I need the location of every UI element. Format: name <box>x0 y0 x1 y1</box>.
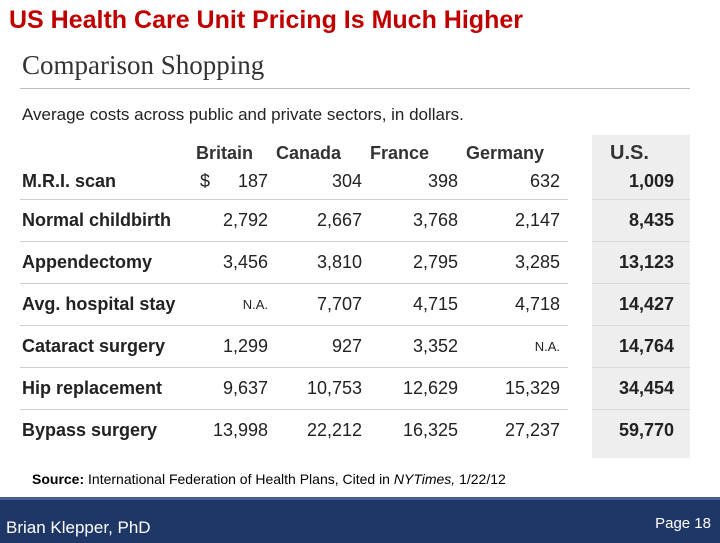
column-gap <box>568 284 592 326</box>
value-canada: 22,212 <box>306 420 362 440</box>
table-row: Hip replacement 9,637 10,753 12,629 15,3… <box>20 367 690 410</box>
value-germany: 2,147 <box>466 199 568 242</box>
table-row: Appendectomy 3,456 3,810 2,795 3,285 13,… <box>20 241 690 284</box>
column-gap <box>568 242 592 284</box>
value-britain: N.A. <box>196 283 276 326</box>
value-us: 14,427 <box>592 283 690 326</box>
column-gap <box>568 410 592 452</box>
value-britain: 3,456 <box>196 241 276 284</box>
value-britain: $187 <box>196 171 276 200</box>
value-us: 1,009 <box>592 171 690 200</box>
header-germany: Germany <box>466 142 545 163</box>
value-britain-number: 187 <box>237 171 268 191</box>
header-gap <box>568 135 592 171</box>
table-header-row: Britain Canada France Germany U.S. <box>20 135 690 171</box>
value-us: 59,770 <box>618 420 674 440</box>
value-britain: 13,998 <box>212 420 268 440</box>
column-gap <box>568 368 592 410</box>
value-germany: N.A. <box>466 325 568 368</box>
header-procedure <box>20 135 196 171</box>
value-canada: 10,753 <box>276 367 370 410</box>
value-france: 3,768 <box>370 199 466 242</box>
footer-author: Brian Klepper, PhD <box>6 518 151 537</box>
header-canada: Canada <box>276 142 342 163</box>
value-france: 398 <box>370 171 466 200</box>
table-row: M.R.I. scan $187 304 398 632 1,009 <box>20 171 690 200</box>
page-number: Page 18 <box>655 515 711 532</box>
value-germany: 15,329 <box>466 367 568 410</box>
procedure-name: Normal childbirth <box>20 199 196 242</box>
column-gap <box>568 171 592 200</box>
value-france: 12,629 <box>370 367 466 410</box>
value-britain: 1,299 <box>196 325 276 368</box>
procedure-name: Hip replacement <box>20 367 196 410</box>
table-row: Bypass surgery 13,998 22,212 16,325 27,2… <box>20 410 690 452</box>
value-germany: 4,718 <box>466 283 568 326</box>
value-canada: 7,707 <box>276 283 370 326</box>
value-britain: 2,792 <box>196 199 276 242</box>
value-us: 8,435 <box>592 199 690 242</box>
value-france: 4,715 <box>370 283 466 326</box>
value-germany: 632 <box>466 171 568 200</box>
figure-heading: Comparison Shopping <box>22 50 265 80</box>
footer-bar: Brian Klepper, PhD Page 18 <box>0 497 720 543</box>
table-row: Normal childbirth 2,792 2,667 3,768 2,14… <box>20 199 690 242</box>
value-canada: 927 <box>276 325 370 368</box>
slide-title: US Health Care Unit Pricing Is Much High… <box>9 6 523 34</box>
header-france: France <box>370 142 430 163</box>
source-text: International Federation of Health Plans… <box>84 471 394 487</box>
procedure-name: Bypass surgery <box>22 420 158 440</box>
cost-table: Britain Canada France Germany U.S. M.R.I… <box>20 135 690 451</box>
source-label: Source: <box>32 471 85 487</box>
column-gap <box>568 200 592 242</box>
value-canada: 3,810 <box>276 241 370 284</box>
value-us: 14,764 <box>592 325 690 368</box>
source-publication: NYTimes, <box>393 471 456 487</box>
header-britain: Britain <box>196 142 254 163</box>
header-us: U.S. <box>610 141 649 164</box>
column-gap <box>568 326 592 368</box>
table-row: Cataract surgery 1,299 927 3,352 N.A. 14… <box>20 325 690 368</box>
value-us: 34,454 <box>592 367 690 410</box>
value-france: 16,325 <box>402 420 458 440</box>
procedure-name: Avg. hospital stay <box>20 283 196 326</box>
figure-subheading: Average costs across public and private … <box>22 105 464 124</box>
value-us: 13,123 <box>592 241 690 284</box>
procedure-name: M.R.I. scan <box>20 171 196 200</box>
procedure-name: Appendectomy <box>20 241 196 284</box>
source-date: 1/22/12 <box>455 471 506 487</box>
value-germany: 27,237 <box>504 420 560 440</box>
comparison-figure: Comparison Shopping Average costs across… <box>20 48 690 458</box>
value-britain: 9,637 <box>196 367 276 410</box>
table-row: Avg. hospital stay N.A. 7,707 4,715 4,71… <box>20 283 690 326</box>
dollar-sign: $ <box>200 171 211 191</box>
procedure-name: Cataract surgery <box>20 325 196 368</box>
value-france: 3,352 <box>370 325 466 368</box>
value-canada: 304 <box>276 171 370 200</box>
value-germany: 3,285 <box>466 241 568 284</box>
figure-divider <box>20 88 690 89</box>
value-canada: 2,667 <box>276 199 370 242</box>
value-france: 2,795 <box>370 241 466 284</box>
source-citation: Source: International Federation of Heal… <box>32 471 506 487</box>
